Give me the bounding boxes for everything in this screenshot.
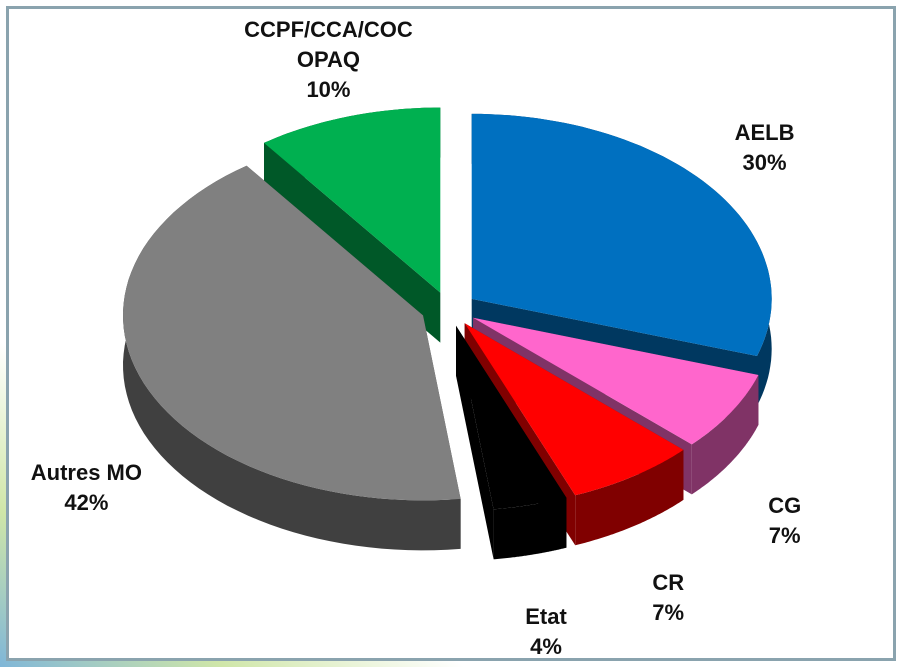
value-label: 4% — [530, 633, 562, 659]
category-label: CR — [652, 569, 685, 595]
slice-side — [456, 325, 494, 560]
chart — [123, 107, 772, 560]
slice-side — [264, 142, 441, 343]
value-label: 7% — [652, 599, 685, 625]
value-label: 10% — [306, 77, 351, 103]
slice — [264, 107, 441, 343]
slice-wall — [691, 375, 759, 495]
slice-top — [471, 113, 772, 357]
slice-top — [456, 325, 567, 510]
slice-wall — [493, 497, 567, 560]
category-label: Etat — [525, 603, 567, 629]
data-label: CR 7% — [583, 568, 753, 628]
value-label: 30% — [742, 149, 787, 175]
slice-wall — [123, 165, 461, 551]
data-label: AELB 30% — [680, 118, 850, 178]
category-label: CCPF/CCA/COCOPAQ — [244, 17, 413, 73]
chart-frame: CCPF/CCA/COCOPAQ 10% AELB 30% Autres MO 42% CG… — [6, 6, 896, 661]
slice — [123, 165, 461, 551]
data-label: Etat 4% — [461, 602, 631, 662]
value-label: 42% — [64, 489, 109, 515]
value-label: 7% — [768, 523, 801, 549]
category-label: Autres MO — [30, 459, 142, 485]
category-label: AELB — [734, 119, 795, 145]
data-label: Autres MO 42% — [1, 458, 171, 518]
data-label: CG 7% — [700, 491, 870, 551]
slice-top — [123, 165, 461, 501]
data-label: CCPF/CCA/COCOPAQ 10% — [243, 15, 413, 105]
category-label: CG — [768, 493, 802, 519]
slice-top — [473, 317, 759, 445]
slice-top — [264, 107, 441, 293]
slice — [456, 325, 567, 560]
slice-wall — [575, 449, 684, 546]
slice-top — [464, 323, 684, 496]
